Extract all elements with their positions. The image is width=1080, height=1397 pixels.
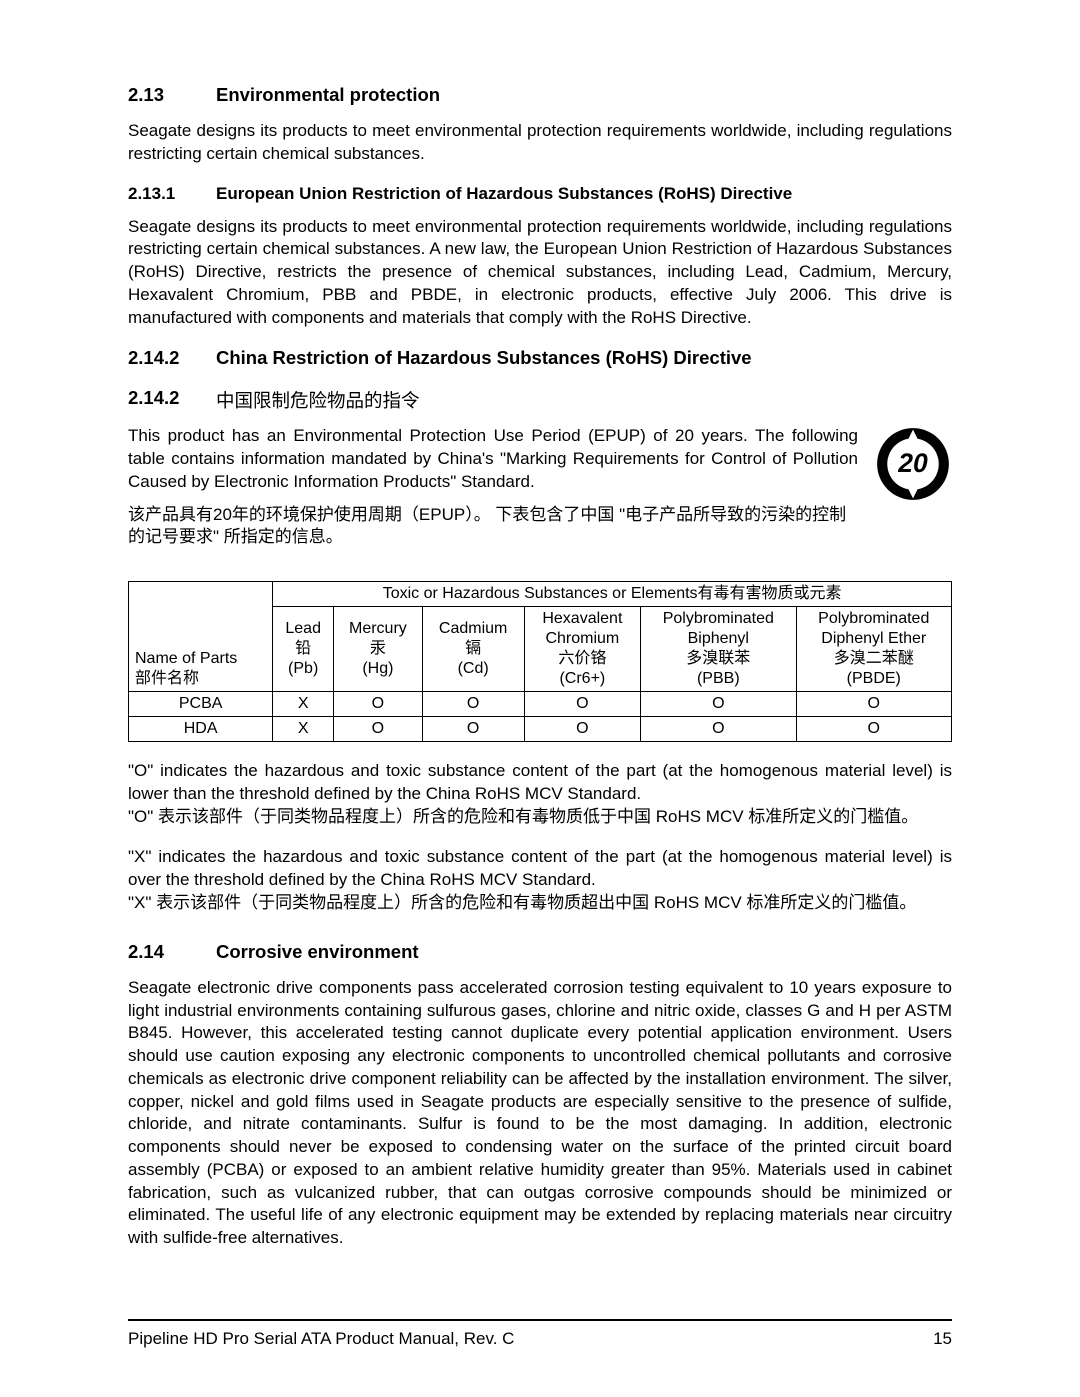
- rohs-table: Name of Parts 部件名称 Toxic or Hazardous Su…: [128, 581, 952, 742]
- table-row: PCBA X O O O O O: [129, 692, 952, 717]
- legend-o-cn: "O" 表示该部件（于同类物品程度上）所含的危险和有毒物质低于中国 RoHS M…: [128, 806, 952, 829]
- col-lead: Lead 铅 (Pb): [273, 607, 334, 692]
- cell: X: [273, 717, 334, 742]
- heading-2-13: 2.13 Environmental protection: [128, 84, 952, 106]
- col-mercury: Mercury 汞 (Hg): [334, 607, 423, 692]
- col-pbde: Polybrominated Diphenyl Ether 多溴二苯醚 (PBD…: [796, 607, 951, 692]
- heading-2-14-2-cn: 2.14.2 中国限制危险物品的指令: [128, 387, 952, 413]
- page: 2.13 Environmental protection Seagate de…: [0, 0, 1080, 1397]
- cell-name: HDA: [129, 717, 273, 742]
- cell: O: [422, 692, 524, 717]
- footer-page-number: 15: [933, 1329, 952, 1349]
- cell: O: [334, 717, 423, 742]
- footer-rule: [128, 1319, 952, 1321]
- legend-x-en: "X" indicates the hazardous and toxic su…: [128, 846, 952, 892]
- epup-icon-value: 20: [897, 448, 928, 478]
- page-footer: Pipeline HD Pro Serial ATA Product Manua…: [128, 1319, 952, 1349]
- legend-x-cn: "X" 表示该部件（于同类物品程度上）所含的危险和有毒物质超出中国 RoHS M…: [128, 892, 952, 915]
- cell: O: [524, 717, 640, 742]
- cell: X: [273, 692, 334, 717]
- heading-2-14-2-en: 2.14.2 China Restriction of Hazardous Su…: [128, 347, 952, 369]
- para-2-14: Seagate electronic drive components pass…: [128, 977, 952, 1250]
- cell: O: [334, 692, 423, 717]
- table-head: Name of Parts 部件名称 Toxic or Hazardous Su…: [129, 582, 952, 692]
- heading-number: 2.14: [128, 941, 180, 963]
- legend-x: "X" indicates the hazardous and toxic su…: [128, 846, 952, 914]
- heading-2-14: 2.14 Corrosive environment: [128, 941, 952, 963]
- para-2-13-1: Seagate designs its products to meet env…: [128, 216, 952, 330]
- epup-block: This product has an Environmental Protec…: [128, 425, 952, 559]
- epup-para-en: This product has an Environmental Protec…: [128, 425, 858, 493]
- table-row: Name of Parts 部件名称 Toxic or Hazardous Su…: [129, 582, 952, 607]
- table-body: PCBA X O O O O O HDA X O O O O O: [129, 692, 952, 742]
- heading-title: European Union Restriction of Hazardous …: [216, 184, 792, 204]
- heading-number: 2.13.1: [128, 184, 180, 204]
- heading-number: 2.14.2: [128, 347, 180, 369]
- para-2-13: Seagate designs its products to meet env…: [128, 120, 952, 166]
- content: 2.13 Environmental protection Seagate de…: [128, 84, 952, 1250]
- col-cadmium: Cadmium 镉 (Cd): [422, 607, 524, 692]
- epup-para-cn: 该产品具有20年的环境保护使用周期（EPUP）。 下表包含了中国 "电子产品所导…: [128, 504, 858, 550]
- legend: "O" indicates the hazardous and toxic su…: [128, 760, 952, 915]
- epup-20-icon: 20: [874, 425, 952, 503]
- heading-title: 中国限制危险物品的指令: [216, 387, 420, 413]
- heading-2-13-1: 2.13.1 European Union Restriction of Haz…: [128, 184, 952, 204]
- heading-title: Environmental protection: [216, 84, 440, 106]
- cell: O: [641, 692, 796, 717]
- footer-left: Pipeline HD Pro Serial ATA Product Manua…: [128, 1329, 514, 1349]
- cell: O: [524, 692, 640, 717]
- table-row: HDA X O O O O O: [129, 717, 952, 742]
- label: 部件名称: [135, 669, 266, 689]
- heading-number: 2.14.2: [128, 387, 180, 413]
- col-span-header: Toxic or Hazardous Substances or Element…: [273, 582, 952, 607]
- cell-name: PCBA: [129, 692, 273, 717]
- cell: O: [641, 717, 796, 742]
- cell: O: [796, 717, 951, 742]
- col-pbb: Polybrominated Biphenyl 多溴联苯 (PBB): [641, 607, 796, 692]
- epup-text: This product has an Environmental Protec…: [128, 425, 858, 559]
- col-hex-chromium: Hexavalent Chromium 六价铬 (Cr6+): [524, 607, 640, 692]
- legend-o-en: "O" indicates the hazardous and toxic su…: [128, 760, 952, 806]
- label: Name of Parts: [135, 649, 266, 669]
- cell: O: [796, 692, 951, 717]
- heading-number: 2.13: [128, 84, 180, 106]
- heading-title: China Restriction of Hazardous Substance…: [216, 347, 752, 369]
- footer-line: Pipeline HD Pro Serial ATA Product Manua…: [128, 1329, 952, 1349]
- heading-title: Corrosive environment: [216, 941, 419, 963]
- col-name-of-parts: Name of Parts 部件名称: [129, 582, 273, 692]
- cell: O: [422, 717, 524, 742]
- legend-o: "O" indicates the hazardous and toxic su…: [128, 760, 952, 828]
